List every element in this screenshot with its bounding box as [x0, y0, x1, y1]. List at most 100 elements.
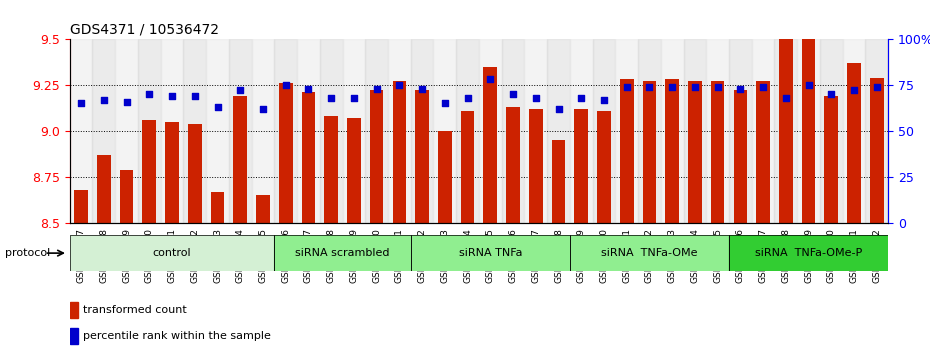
Bar: [274, 235, 411, 271]
Bar: [347, 118, 361, 223]
Bar: [142, 120, 156, 223]
Point: [528, 95, 543, 101]
Bar: [643, 81, 657, 223]
Point: [551, 106, 566, 112]
Point: [73, 101, 88, 106]
Point: [369, 86, 384, 91]
Point: [347, 95, 362, 101]
Point: [642, 84, 657, 90]
Point: [733, 86, 748, 91]
Bar: [438, 131, 452, 223]
Bar: [166, 122, 179, 223]
Bar: [756, 81, 770, 223]
Text: GDS4371 / 10536472: GDS4371 / 10536472: [70, 22, 219, 36]
Bar: [115, 39, 138, 223]
Point: [619, 84, 634, 90]
Text: control: control: [153, 248, 192, 258]
Point: [665, 84, 680, 90]
Bar: [729, 39, 751, 223]
Point: [824, 91, 839, 97]
Bar: [274, 39, 297, 223]
Bar: [70, 328, 78, 344]
Bar: [325, 116, 338, 223]
Text: siRNA  TNFa-OMe-P: siRNA TNFa-OMe-P: [755, 248, 862, 258]
Point: [301, 86, 316, 91]
Bar: [620, 79, 633, 223]
Bar: [370, 91, 383, 223]
Bar: [206, 39, 229, 223]
Bar: [411, 39, 433, 223]
Point: [506, 91, 521, 97]
Bar: [211, 192, 224, 223]
Point: [870, 84, 884, 90]
Bar: [188, 124, 202, 223]
Bar: [74, 190, 88, 223]
Bar: [711, 81, 724, 223]
Bar: [479, 39, 501, 223]
Point: [278, 82, 293, 88]
Bar: [779, 0, 792, 223]
Bar: [320, 39, 342, 223]
Point: [165, 93, 179, 99]
Point: [801, 82, 816, 88]
Bar: [70, 302, 78, 318]
Bar: [597, 111, 611, 223]
Text: siRNA TNFa: siRNA TNFa: [458, 248, 522, 258]
Bar: [97, 155, 111, 223]
Bar: [802, 4, 816, 223]
Bar: [301, 92, 315, 223]
Bar: [70, 235, 274, 271]
Bar: [457, 39, 479, 223]
Bar: [297, 39, 320, 223]
Bar: [734, 91, 747, 223]
Point: [778, 95, 793, 101]
Point: [232, 88, 247, 93]
Bar: [847, 63, 861, 223]
Bar: [843, 39, 866, 223]
Point: [256, 106, 271, 112]
Bar: [525, 39, 547, 223]
Point: [460, 95, 475, 101]
Bar: [870, 78, 884, 223]
Point: [574, 95, 589, 101]
Bar: [229, 39, 252, 223]
Bar: [570, 39, 592, 223]
Bar: [388, 39, 411, 223]
Bar: [460, 111, 474, 223]
Bar: [570, 235, 729, 271]
Point: [97, 97, 112, 103]
Bar: [616, 39, 638, 223]
Point: [210, 104, 225, 110]
Bar: [233, 96, 247, 223]
Bar: [797, 39, 820, 223]
Bar: [547, 39, 570, 223]
Point: [437, 101, 452, 106]
Point: [142, 91, 157, 97]
Bar: [252, 39, 274, 223]
Bar: [775, 39, 797, 223]
Point: [483, 76, 498, 82]
Point: [756, 84, 771, 90]
Bar: [138, 39, 161, 223]
Bar: [433, 39, 457, 223]
Bar: [183, 39, 206, 223]
Bar: [92, 39, 115, 223]
Bar: [751, 39, 775, 223]
Point: [711, 84, 725, 90]
Bar: [729, 235, 888, 271]
Point: [596, 97, 611, 103]
Bar: [529, 109, 542, 223]
Bar: [866, 39, 888, 223]
Point: [687, 84, 702, 90]
Bar: [665, 79, 679, 223]
Bar: [506, 107, 520, 223]
Text: protocol: protocol: [5, 248, 50, 258]
Bar: [342, 39, 365, 223]
Text: siRNA scrambled: siRNA scrambled: [296, 248, 390, 258]
Point: [187, 93, 202, 99]
Text: siRNA  TNFa-OMe: siRNA TNFa-OMe: [601, 248, 698, 258]
Bar: [70, 39, 92, 223]
Bar: [820, 39, 843, 223]
Point: [392, 82, 406, 88]
Bar: [706, 39, 729, 223]
